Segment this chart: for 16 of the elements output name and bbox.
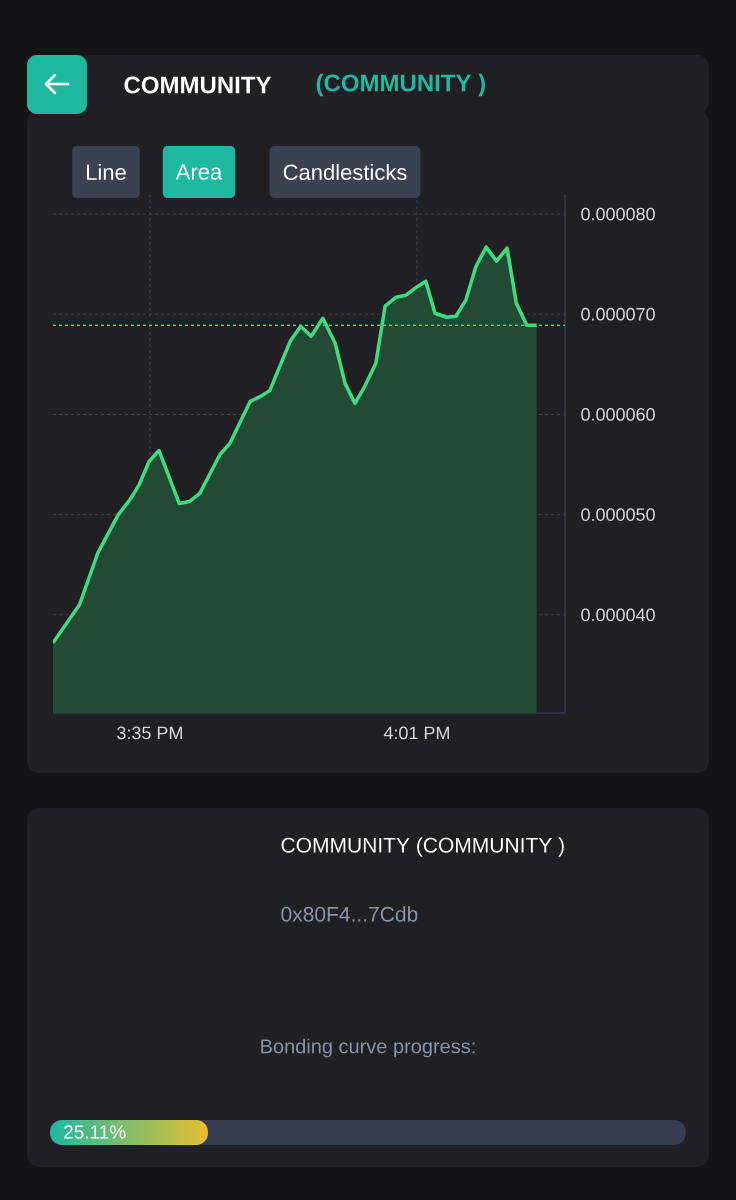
text: Line xyxy=(87,163,126,181)
y-tick-label: 0.000060 xyxy=(581,408,655,421)
y-tick-label: 0.000040 xyxy=(581,608,655,622)
text: (COMMUNITY ) xyxy=(316,73,485,97)
text: COMMUNITY (COMMUNITY ) xyxy=(281,837,564,857)
x-tick-label: 3:35 PM xyxy=(117,726,182,740)
text: Candlesticks xyxy=(283,163,407,181)
text: Area xyxy=(175,164,223,180)
y-tick-label: 0.000080 xyxy=(581,207,655,221)
y-tick-label: 0.000050 xyxy=(581,508,655,521)
text: COMMUNITY xyxy=(124,76,272,94)
x-tick-label: 4:01 PM xyxy=(383,726,449,740)
text: Bonding curve progress: xyxy=(261,1038,475,1058)
text: 25.11% xyxy=(64,1125,126,1139)
y-tick-label: 0.000070 xyxy=(581,307,655,321)
text: 0x80F4...7Cdb xyxy=(281,906,418,922)
